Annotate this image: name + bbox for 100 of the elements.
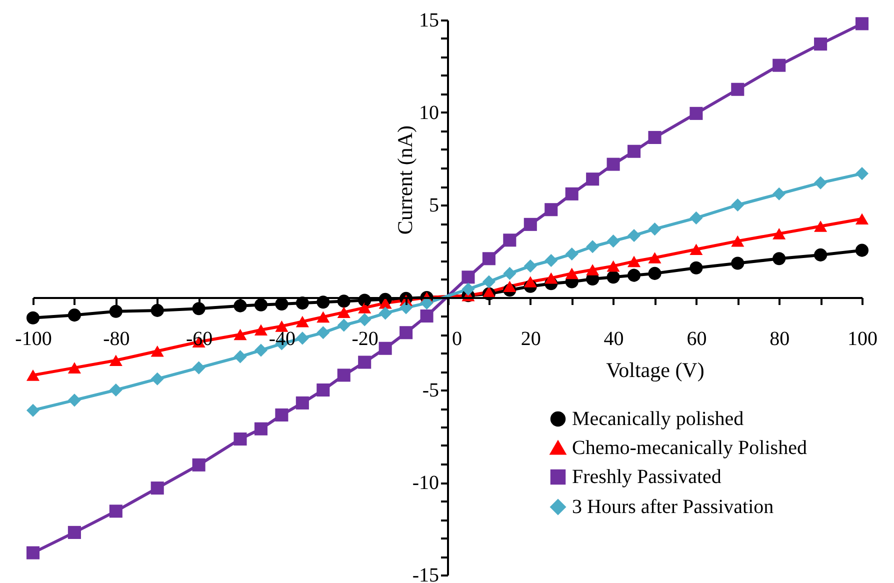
point — [358, 313, 372, 326]
point — [316, 326, 330, 340]
point — [109, 504, 122, 518]
point — [192, 361, 206, 374]
point — [606, 234, 620, 248]
point — [296, 316, 309, 328]
point — [565, 248, 578, 261]
point — [254, 324, 268, 336]
point — [586, 240, 600, 254]
point — [109, 304, 122, 318]
point — [503, 266, 516, 280]
point — [254, 298, 268, 312]
point — [254, 422, 268, 436]
point — [378, 297, 392, 309]
point — [524, 276, 537, 288]
legend-label: Chemo-mecanically Polished — [572, 437, 807, 459]
point — [855, 167, 869, 180]
point — [26, 370, 40, 381]
y-tick-label: -10 — [412, 472, 439, 494]
point — [378, 306, 392, 320]
x-axis-title: Voltage (V) — [606, 358, 704, 382]
point — [420, 296, 434, 310]
point — [772, 228, 786, 240]
point — [150, 304, 164, 317]
point — [690, 261, 703, 274]
point — [524, 218, 537, 231]
point — [731, 256, 744, 270]
point — [586, 172, 600, 186]
point — [814, 248, 828, 262]
point — [565, 187, 578, 200]
point — [400, 326, 413, 340]
point — [68, 394, 81, 407]
point — [606, 260, 620, 272]
point — [68, 526, 81, 539]
legend-label: Freshly Passivated — [572, 466, 722, 488]
y-tick-label: 10 — [419, 102, 439, 124]
point — [358, 356, 372, 369]
point — [606, 158, 620, 171]
point — [26, 546, 40, 560]
point — [296, 332, 309, 345]
x-tick-label: 40 — [604, 328, 624, 350]
point — [482, 252, 496, 266]
x-tick-label: 80 — [770, 328, 790, 350]
x-tick-label: -80 — [103, 328, 130, 350]
point — [855, 244, 869, 257]
point — [855, 213, 869, 225]
point — [855, 17, 869, 30]
point — [524, 260, 537, 273]
x-tick-label: 60 — [686, 328, 707, 350]
y-tick-label: -15 — [412, 564, 439, 583]
point — [254, 344, 268, 357]
point — [565, 268, 578, 280]
point — [690, 244, 703, 256]
point — [731, 235, 744, 247]
point — [503, 280, 516, 292]
y-tick-label: 5 — [429, 194, 439, 216]
point — [420, 309, 434, 323]
point — [544, 254, 558, 268]
point — [606, 270, 620, 284]
point — [482, 275, 496, 288]
x-tick-label: -100 — [15, 328, 52, 350]
point — [814, 38, 828, 51]
point — [337, 318, 350, 332]
point — [316, 311, 330, 323]
point — [150, 482, 164, 495]
point — [544, 272, 558, 284]
point — [26, 404, 40, 417]
y-axis-title: Current (nA) — [393, 126, 417, 235]
point — [648, 130, 662, 144]
point — [772, 58, 786, 72]
point — [150, 372, 164, 386]
point — [192, 458, 206, 472]
point — [296, 396, 309, 410]
point — [772, 187, 786, 200]
point — [337, 306, 350, 318]
point — [109, 354, 122, 366]
point — [544, 203, 558, 216]
point — [690, 211, 703, 224]
point — [772, 252, 786, 266]
point — [731, 198, 744, 212]
point — [648, 266, 662, 280]
y-tick-label: -5 — [422, 380, 439, 402]
x-tick-label: 20 — [520, 328, 541, 350]
point — [316, 383, 330, 397]
point — [814, 220, 828, 232]
legend-label: 3 Hours after Passivation — [572, 496, 774, 518]
point — [628, 256, 641, 268]
x-tick-label: 100 — [848, 328, 878, 350]
point — [337, 368, 350, 382]
point — [275, 408, 288, 422]
point — [400, 301, 413, 314]
point — [109, 383, 122, 397]
point — [628, 144, 641, 158]
y-tick-label: 15 — [419, 10, 439, 32]
point — [68, 308, 81, 322]
point — [628, 229, 641, 242]
point — [731, 82, 744, 96]
point — [648, 252, 662, 264]
x-tick-label: 0 — [452, 328, 462, 350]
point — [462, 282, 475, 296]
